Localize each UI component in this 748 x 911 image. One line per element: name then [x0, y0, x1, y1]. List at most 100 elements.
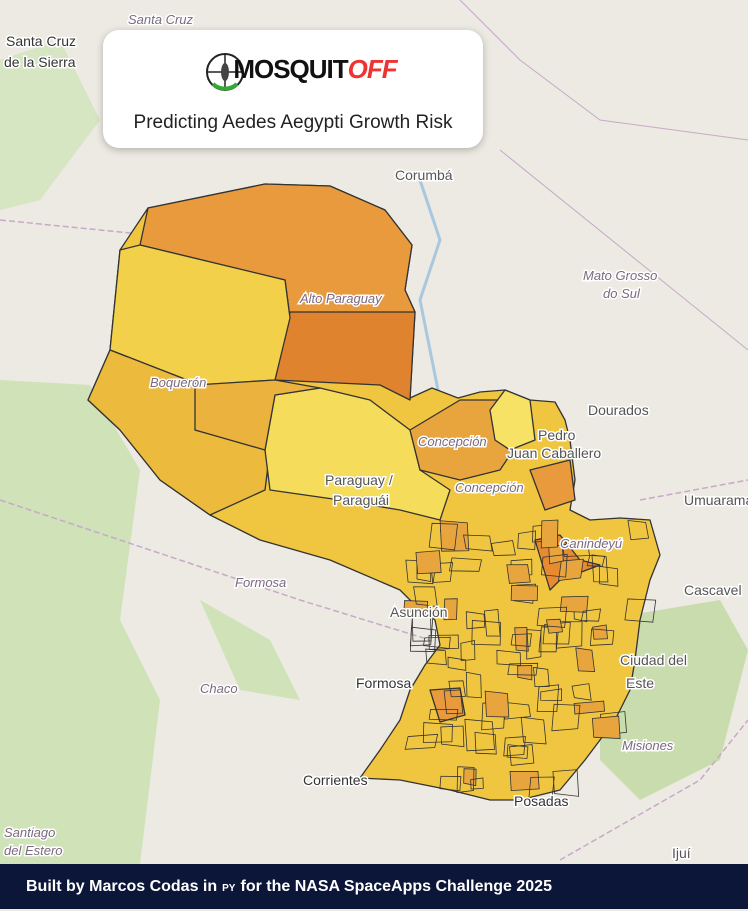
- district: [533, 666, 550, 688]
- district: [575, 647, 596, 672]
- district: [627, 520, 650, 541]
- district: [517, 665, 533, 681]
- region: [264, 387, 451, 521]
- map-label: Ijuí: [672, 845, 691, 861]
- logo-main: MOSQUIT: [233, 54, 348, 84]
- district: [536, 684, 560, 712]
- map-label: Formosa: [235, 575, 286, 590]
- map-label: Asunción: [390, 604, 448, 620]
- district: [540, 519, 559, 549]
- district: [432, 562, 454, 583]
- district: [439, 775, 462, 792]
- district: [545, 618, 564, 634]
- map-label: Canindeyú: [560, 536, 622, 551]
- district: [484, 690, 510, 718]
- map-label: de la Sierra: [4, 54, 76, 70]
- district: [561, 542, 590, 557]
- district: [403, 600, 429, 613]
- map-label: del Estero: [4, 843, 63, 858]
- map-label: Cascavel: [684, 582, 742, 598]
- district-borders: [403, 519, 657, 806]
- district: [423, 636, 451, 649]
- map-labels: Santa Cruz Santa Cruz de la Sierra Corum…: [3, 11, 748, 863]
- district: [465, 611, 486, 630]
- district: [555, 621, 583, 649]
- map-label: Este: [626, 675, 654, 691]
- map-label: Corumbá: [395, 167, 453, 183]
- district: [409, 615, 434, 647]
- district: [598, 565, 619, 587]
- district: [471, 619, 502, 646]
- map-label: Pedro: [538, 427, 576, 443]
- district: [540, 553, 568, 578]
- footer-text: Built by Marcos Codas in: [26, 878, 218, 895]
- header-card: MOSQUITOFF Predicting Aedes Aegypti Grow…: [103, 30, 483, 148]
- district: [514, 627, 529, 652]
- map-label: Posadas: [514, 793, 568, 809]
- district: [448, 680, 466, 698]
- district: [460, 639, 476, 662]
- district: [552, 769, 580, 797]
- district: [503, 736, 526, 757]
- district: [558, 558, 584, 581]
- district: [474, 731, 497, 755]
- district: [510, 584, 539, 602]
- region: [529, 459, 576, 511]
- district: [448, 557, 483, 572]
- map-label: Formosa: [356, 675, 411, 691]
- region: [194, 379, 321, 451]
- district: [540, 688, 562, 701]
- district: [404, 733, 439, 750]
- map-label: Dourados: [588, 402, 649, 418]
- district: [443, 689, 464, 715]
- map-label: Santa Cruz: [6, 33, 76, 49]
- map-label: Corrientes: [303, 772, 368, 788]
- district: [422, 722, 453, 743]
- district: [536, 606, 568, 628]
- district: [551, 703, 581, 732]
- district: [456, 766, 475, 793]
- district: [509, 744, 535, 766]
- map-label: Alto Paraguay: [299, 291, 383, 306]
- footer-flag: PY: [222, 883, 236, 894]
- map-label: do Sul: [603, 286, 641, 301]
- region: [489, 389, 536, 451]
- district: [527, 776, 555, 806]
- district: [571, 683, 592, 701]
- district: [520, 716, 547, 745]
- district: [440, 725, 465, 748]
- district: [624, 598, 657, 623]
- district: [464, 718, 495, 752]
- district: [443, 598, 458, 621]
- map-label: Concepción: [455, 480, 524, 495]
- district: [415, 550, 442, 575]
- map-label: Umuarama: [684, 492, 748, 508]
- district: [428, 709, 459, 721]
- district: [463, 768, 477, 787]
- logo-accent: OFF: [347, 54, 398, 84]
- district: [589, 628, 615, 646]
- map-label: Chaco: [200, 681, 238, 696]
- map-label: Juan Caballero: [507, 445, 601, 461]
- logo: MOSQUITOFF: [103, 54, 483, 85]
- map-label: Santa Cruz: [128, 12, 194, 27]
- district: [425, 648, 447, 666]
- district: [496, 649, 521, 666]
- district: [447, 656, 467, 671]
- logo-icon: [206, 53, 244, 91]
- map-label: Concepción: [418, 434, 487, 449]
- district: [510, 633, 532, 647]
- footer: Built by Marcos Codas in PY for the NASA S…: [0, 864, 748, 909]
- district: [509, 771, 540, 792]
- district: [428, 522, 458, 551]
- district: [465, 671, 482, 699]
- district: [506, 744, 529, 759]
- district: [591, 715, 621, 739]
- map-label: Paraguái: [333, 492, 389, 508]
- map-label: Mato Grosso: [583, 268, 657, 283]
- district: [592, 624, 608, 640]
- district: [573, 700, 605, 715]
- footer-text: for the NASA SpaceApps Challenge 2025: [240, 878, 552, 895]
- district: [463, 534, 493, 552]
